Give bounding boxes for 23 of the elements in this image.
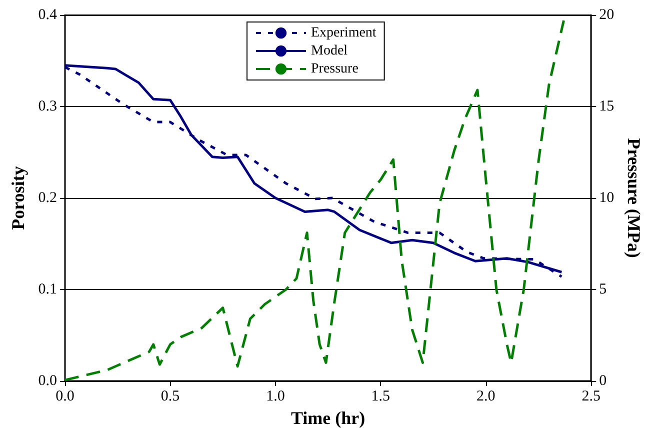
y2-tick-label: 20 [599,7,614,23]
legend-label: Pressure [311,62,358,76]
x-tick-label: 1.0 [266,388,285,404]
y2-tick-label: 10 [599,190,614,206]
y-tick-label: 0.4 [38,7,58,23]
x-tick-label: 2.0 [476,388,496,404]
y2-tick-label: 5 [599,282,607,298]
y2-tick-label: 15 [599,98,614,114]
x-tick-label: 0.5 [160,388,180,404]
x-tick-label: 1.5 [371,388,390,404]
line-series [64,19,565,382]
y-tick-label: 0.3 [38,98,57,114]
y-tick-label: 0.0 [38,373,57,389]
y-tick-label: 0.1 [38,282,57,298]
legend-label: Model [311,44,348,58]
y2-axis-title: Pressure (MPa) [624,138,644,258]
x-tick-label: 0.0 [56,388,74,404]
legend-label: Experiment [311,26,376,40]
x-tick-label: 2.5 [582,388,600,404]
y-axis-title: Porosity [8,166,28,230]
y-tick-label: 0.2 [38,190,57,206]
x-axis-title: Time (hr) [290,408,366,428]
y2-tick-label: 0 [599,373,607,389]
